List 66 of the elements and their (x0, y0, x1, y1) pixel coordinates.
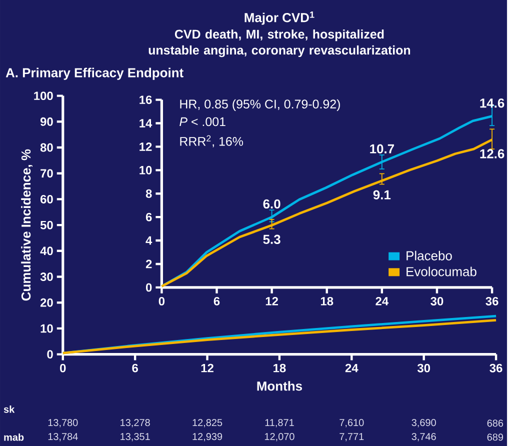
x-tick-label: 6 (132, 364, 138, 372)
data-label: 10.7 (370, 144, 394, 154)
text: 12,939 (192, 432, 222, 442)
y-axis-title: Cumulative Incidence, % (21, 149, 33, 301)
chart-title: Major CVD$^{1}$ (244, 11, 314, 25)
y-tick-label: 4 (146, 236, 152, 245)
y-tick-label: 90 (40, 117, 53, 126)
text: 3,690 (412, 418, 436, 428)
x-tick-label: 24 (345, 364, 358, 372)
text: 13,278 (120, 418, 150, 428)
text: 3,746 (412, 432, 436, 442)
y-tick-label: 12 (140, 142, 152, 151)
y-tick-label: 2 (146, 260, 152, 268)
y-tick-label: 8 (146, 189, 152, 198)
y-tick-label: 100 (34, 92, 53, 100)
y-tick-label: 10 (140, 166, 152, 174)
x-tick-label: 36 (490, 364, 502, 372)
annotation: P < .001 (180, 117, 226, 126)
chart-subtitle: CVD death, MI, stroke, hospitalized unstable angina, coronary revascularization (148, 29, 410, 58)
annotation: HR, 0.85 (95% CI, 0.79-0.92) (180, 99, 340, 111)
y-tick-label: 0 (146, 283, 152, 292)
x-tick-label: 0 (60, 364, 66, 372)
x-tick-label: 6 (214, 296, 220, 306)
text: 11,871 (265, 418, 294, 428)
y-tick-label: 20 (40, 298, 53, 307)
text: 689 (487, 434, 504, 441)
text: 13,784 (48, 432, 78, 442)
y-tick-label: 40 (40, 246, 53, 256)
data-label: 9.1 (373, 190, 391, 200)
y-tick-label: 50 (40, 220, 53, 230)
y-tick-label: 0 (47, 350, 53, 358)
data-label: 14.6 (480, 98, 504, 108)
x-tick-label: 12 (266, 296, 278, 306)
text: mab (4, 433, 24, 441)
x-tick-label: 30 (417, 364, 430, 372)
y-tick-label: 70 (40, 169, 53, 178)
annotation: RRR$^{2}$, 16% (180, 135, 244, 148)
data-label: 12.6 (480, 149, 504, 158)
text: 7,610 (340, 418, 364, 428)
y-tick-label: 10 (40, 324, 53, 333)
text: 13,351 (120, 432, 150, 442)
x-tick-label: 24 (376, 296, 389, 306)
x-tick-label: 12 (201, 364, 214, 372)
y-tick-label: 30 (40, 272, 53, 281)
x-axis-title: Months (257, 381, 302, 391)
x-tick-label: 0 (158, 296, 165, 306)
y-tick-label: 16 (140, 96, 152, 104)
data-label: 6.0 (263, 199, 280, 208)
text: 7,771 (340, 433, 364, 442)
text: 686 (487, 420, 504, 427)
x-tick-label: 30 (430, 296, 444, 306)
x-tick-label: 18 (274, 364, 286, 372)
y-tick-label: 6 (146, 212, 152, 222)
y-tick-label: 14 (140, 119, 152, 128)
y-tick-label: 80 (40, 143, 53, 152)
text: A. Primary Efficacy Endpoint (6, 68, 184, 80)
text: 13,780 (48, 418, 78, 428)
x-tick-label: 36 (486, 296, 498, 306)
legend-label: Evolocumab (406, 266, 476, 276)
y-tick-label: 60 (40, 194, 53, 204)
x-tick-label: 18 (320, 296, 334, 306)
text: sk (4, 405, 15, 413)
data-label: 5.3 (263, 234, 280, 244)
legend-label: Placebo (406, 250, 452, 260)
text: 12,070 (264, 432, 294, 442)
text: 12,825 (192, 418, 222, 428)
